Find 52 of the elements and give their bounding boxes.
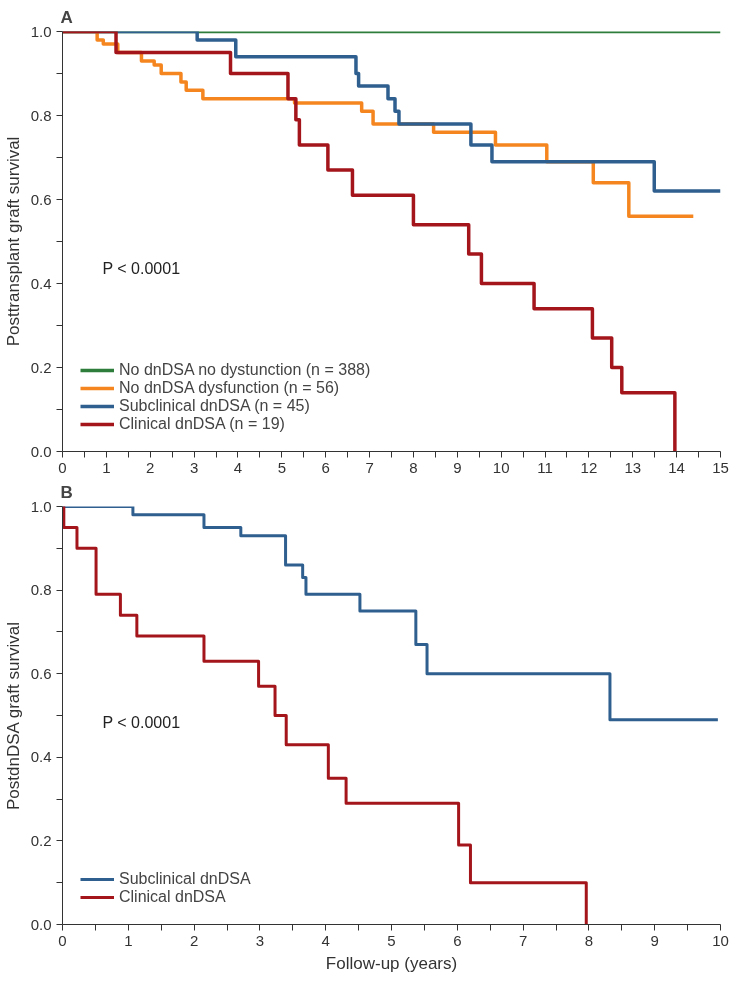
x-tick-label: 6: [453, 931, 462, 949]
x-tick-label: 10: [492, 458, 510, 476]
legend-label: No dnDSA no dystunction (n = 388): [119, 361, 371, 379]
x-tick-label: 4: [233, 458, 243, 476]
y-tick-label: 0.2: [30, 831, 52, 849]
chart-title: A: [60, 7, 73, 27]
legend-label: No dnDSA dysfunction (n = 56): [119, 379, 340, 397]
legend-label: Subclinical dnDSA: [119, 870, 251, 888]
x-tick-label: 6: [321, 458, 330, 476]
x-tick-label: 12: [580, 458, 598, 476]
x-tick-label: 5: [277, 458, 287, 476]
y-tick-label: 0.2: [30, 358, 52, 376]
x-tick-label: 8: [584, 931, 594, 949]
x-tick-label: 2: [146, 458, 155, 476]
y-tick-label: 0.6: [30, 190, 52, 208]
y-tick-label: 0.8: [30, 106, 52, 124]
x-tick-label: 7: [518, 931, 528, 949]
x-tick-label: 8: [409, 458, 418, 476]
x-tick-label: 15: [712, 458, 729, 476]
x-tick-label: 9: [650, 931, 659, 949]
x-axis-title: Follow-up (years): [325, 953, 458, 973]
x-tick-label: 7: [365, 458, 374, 476]
annotation: P < 0.0001: [102, 713, 181, 731]
legend-label: Subclinical dnDSA (n = 45): [119, 397, 310, 415]
x-tick-label: 11: [537, 458, 553, 476]
y-axis-title: PostdnDSA graft survival: [3, 621, 23, 810]
y-tick-label: 0.6: [30, 664, 52, 682]
y-tick-label: 1.0: [30, 497, 52, 515]
y-tick-label: 0.4: [30, 748, 52, 766]
x-tick-label: 10: [712, 931, 729, 949]
y-tick-label: 1.0: [30, 22, 52, 40]
x-tick-label: 0: [58, 931, 67, 949]
y-tick-label: 0.8: [30, 581, 52, 599]
x-tick-label: 1: [124, 931, 133, 949]
y-tick-label: 0.0: [30, 442, 52, 460]
x-tick-label: 0: [58, 458, 67, 476]
x-tick-label: 13: [624, 458, 642, 476]
y-axis-title: Posttransplant graft survival: [3, 136, 23, 347]
legend-label: Clinical dnDSA (n = 19): [119, 415, 285, 433]
x-tick-label: 5: [387, 931, 396, 949]
y-tick-label: 0.4: [30, 274, 52, 292]
x-tick-label: 9: [453, 458, 462, 476]
chart-title: B: [60, 482, 73, 502]
legend-label: Clinical dnDSA: [119, 888, 226, 906]
x-tick-label: 3: [189, 458, 199, 476]
x-tick-label: 1: [102, 458, 111, 476]
x-tick-label: 2: [189, 931, 199, 949]
annotation: P < 0.0001: [102, 260, 181, 278]
y-tick-label: 0.0: [30, 915, 52, 933]
x-tick-label: 4: [321, 931, 330, 949]
x-tick-label: 14: [668, 458, 685, 476]
x-tick-label: 3: [255, 931, 265, 949]
